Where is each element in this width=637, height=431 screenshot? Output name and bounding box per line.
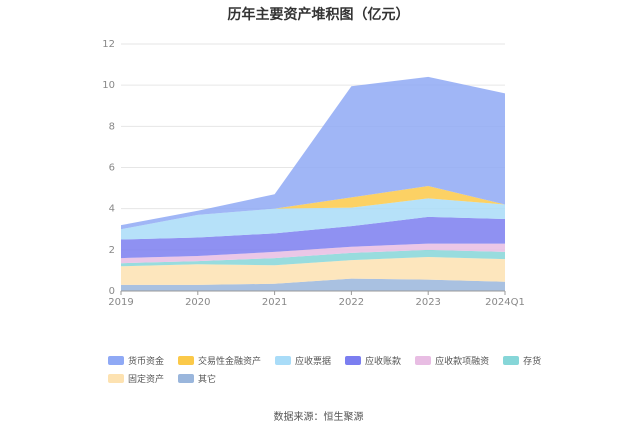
x-tick-label: 2023 [415,297,440,308]
y-tick-label: 12 [102,39,115,50]
legend-swatch [415,355,432,365]
legend-item[interactable]: 其它 [178,372,217,385]
data-source: 数据来源：恒生聚源 [273,412,364,423]
legend-label: 货币资金 [128,356,165,367]
legend-item[interactable]: 固定资产 [108,372,165,385]
legend-label: 应收票据 [295,356,332,367]
x-tick-label: 2022 [339,297,364,308]
legend-swatch [108,355,124,365]
area-series [121,243,505,264]
legend-item[interactable]: 应收款项融资 [415,354,490,367]
x-tick-label: 2020 [185,297,210,308]
area-series [121,278,505,291]
y-tick-label: 2 [109,245,115,256]
legend-item[interactable]: 货币资金 [108,354,165,367]
area-series [121,198,505,240]
chart-title: 历年主要资产堆积图（亿元） [227,7,410,23]
y-tick-label: 6 [109,163,115,174]
y-tick-label: 0 [109,286,115,297]
legend-label: 固定资产 [128,374,165,385]
legend-swatch [108,373,124,383]
area-series [121,257,505,285]
chart-legend: 货币资金 交易性金融资产 应收票据 应收账款 应收款项融资 存货固定资产 其它 [108,354,548,385]
y-tick-label: 4 [109,204,115,215]
area-series [121,249,505,267]
area-series [121,216,505,259]
legend-label: 应收账款 [365,356,402,367]
area-series [121,76,505,230]
legend-label: 其它 [198,374,217,385]
legend-swatch [275,355,292,365]
legend-item[interactable]: 应收账款 [345,354,402,367]
legend-item[interactable]: 交易性金融资产 [178,354,262,367]
legend-swatch [345,355,362,365]
area-series [121,186,505,230]
legend-swatch [503,355,520,365]
legend-label: 应收款项融资 [435,356,490,367]
legend-swatch [178,373,195,383]
legend-swatch [178,355,195,365]
legend-label: 存货 [523,356,542,367]
x-tick-label: 2024Q1 [485,297,525,308]
y-tick-label: 10 [102,80,115,91]
y-tick-label: 8 [109,121,115,132]
legend-item[interactable]: 存货 [503,354,542,367]
legend-label: 交易性金融资产 [198,356,262,367]
legend-item[interactable]: 应收票据 [275,354,332,367]
x-tick-label: 2019 [108,297,133,308]
x-tick-label: 2021 [262,297,287,308]
